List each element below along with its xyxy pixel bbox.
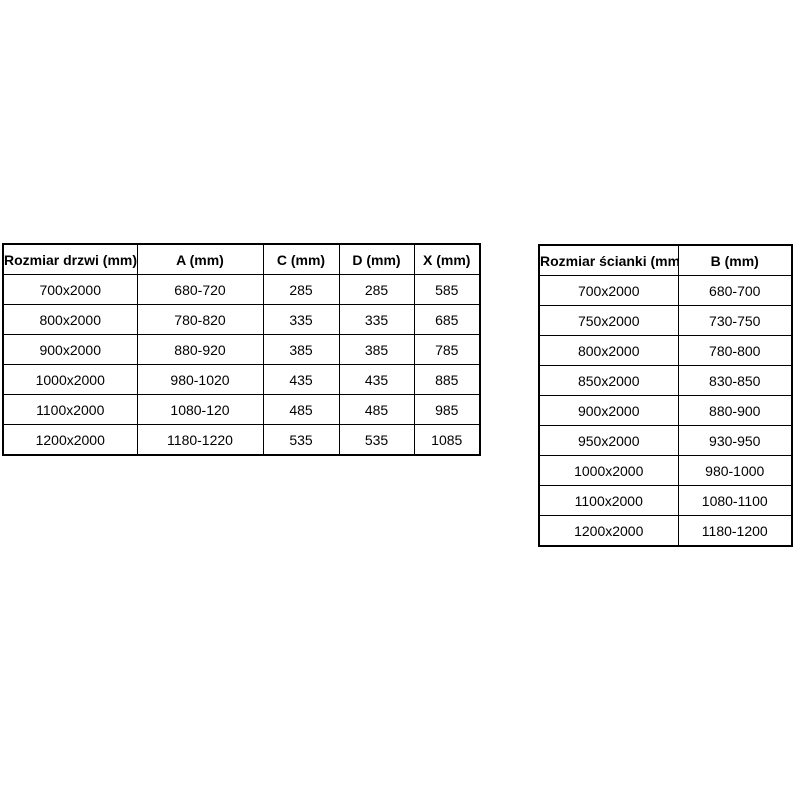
table-row: 950x2000 930-950: [538, 425, 793, 456]
table-cell: 385: [338, 334, 415, 365]
table-row: 900x2000 880-900: [538, 395, 793, 426]
table-cell: 1085: [413, 424, 481, 456]
table-cell: 880-920: [136, 334, 264, 365]
table-row: 700x2000 680-700: [538, 275, 793, 306]
table-row: 1200x2000 1180-1220 535 535 1085: [2, 424, 481, 456]
table-cell: 535: [262, 424, 340, 456]
table-cell: 285: [338, 274, 415, 305]
table-cell: 880-900: [677, 395, 793, 426]
wall-size-table: Rozmiar ścianki (mm) B (mm) 700x2000 680-7…: [538, 244, 793, 547]
column-header: D (mm): [338, 243, 415, 275]
table-cell: 800x2000: [2, 304, 138, 335]
table-cell: 335: [262, 304, 340, 335]
table-cell: 1000x2000: [538, 455, 679, 486]
table-cell: 680-720: [136, 274, 264, 305]
table-cell: 1080-1100: [677, 485, 793, 516]
table-cell: 1100x2000: [2, 394, 138, 425]
column-header: Rozmiar drzwi (mm): [2, 243, 138, 275]
table-cell: 900x2000: [2, 334, 138, 365]
table-cell: 585: [413, 274, 481, 305]
table-row: 1100x2000 1080-120 485 485 985: [2, 394, 481, 425]
table-row: 800x2000 780-800: [538, 335, 793, 366]
table-row: 850x2000 830-850: [538, 365, 793, 396]
table-row: 1100x2000 1080-1100: [538, 485, 793, 516]
table-cell: 730-750: [677, 305, 793, 336]
door-size-table: Rozmiar drzwi (mm) A (mm) C (mm) D (mm) X (m…: [2, 243, 481, 456]
table-row: 1200x2000 1180-1200: [538, 515, 793, 547]
table-cell: 885: [413, 364, 481, 395]
door-size-table-header: Rozmiar drzwi (mm) A (mm) C (mm) D (mm) X (m…: [2, 243, 481, 275]
table-cell: 750x2000: [538, 305, 679, 336]
table-cell: 900x2000: [538, 395, 679, 426]
table-row: 1000x2000 980-1020 435 435 885: [2, 364, 481, 395]
table-cell: 1180-1200: [677, 515, 793, 547]
table-cell: 850x2000: [538, 365, 679, 396]
table-cell: 385: [262, 334, 340, 365]
table-row: 700x2000 680-720 285 285 585: [2, 274, 481, 305]
column-header: Rozmiar ścianki (mm): [538, 244, 679, 276]
column-header: C (mm): [262, 243, 340, 275]
door-size-table-body: 700x2000 680-720 285 285 585 800x2000 780-820 3…: [2, 274, 481, 456]
table-cell: 785: [413, 334, 481, 365]
table-cell: 1200x2000: [2, 424, 138, 456]
table-cell: 1000x2000: [2, 364, 138, 395]
table-cell: 1200x2000: [538, 515, 679, 547]
column-header: B (mm): [677, 244, 793, 276]
wall-size-table-body: 700x2000 680-700 750x2000 730-750 800x2000 78…: [538, 275, 793, 547]
table-row: 750x2000 730-750: [538, 305, 793, 336]
table-cell: 435: [262, 364, 340, 395]
table-cell: 685: [413, 304, 481, 335]
table-cell: 700x2000: [538, 275, 679, 306]
table-cell: 780-800: [677, 335, 793, 366]
table-cell: 535: [338, 424, 415, 456]
column-header: X (mm): [413, 243, 481, 275]
header-row: Rozmiar ścianki (mm) B (mm): [538, 244, 793, 276]
table-cell: 780-820: [136, 304, 264, 335]
table-cell: 800x2000: [538, 335, 679, 366]
header-row: Rozmiar drzwi (mm) A (mm) C (mm) D (mm) X (m…: [2, 243, 481, 275]
table-cell: 1080-120: [136, 394, 264, 425]
table-cell: 985: [413, 394, 481, 425]
table-row: 1000x2000 980-1000: [538, 455, 793, 486]
table-row: 800x2000 780-820 335 335 685: [2, 304, 481, 335]
table-cell: 980-1000: [677, 455, 793, 486]
table-cell: 700x2000: [2, 274, 138, 305]
column-header: A (mm): [136, 243, 264, 275]
table-cell: 1100x2000: [538, 485, 679, 516]
table-cell: 950x2000: [538, 425, 679, 456]
table-cell: 285: [262, 274, 340, 305]
table-cell: 680-700: [677, 275, 793, 306]
table-cell: 485: [338, 394, 415, 425]
table-cell: 980-1020: [136, 364, 264, 395]
wall-size-table-header: Rozmiar ścianki (mm) B (mm): [538, 244, 793, 276]
table-cell: 1180-1220: [136, 424, 264, 456]
table-row: 900x2000 880-920 385 385 785: [2, 334, 481, 365]
table-cell: 830-850: [677, 365, 793, 396]
table-cell: 485: [262, 394, 340, 425]
table-cell: 335: [338, 304, 415, 335]
table-cell: 930-950: [677, 425, 793, 456]
table-cell: 435: [338, 364, 415, 395]
